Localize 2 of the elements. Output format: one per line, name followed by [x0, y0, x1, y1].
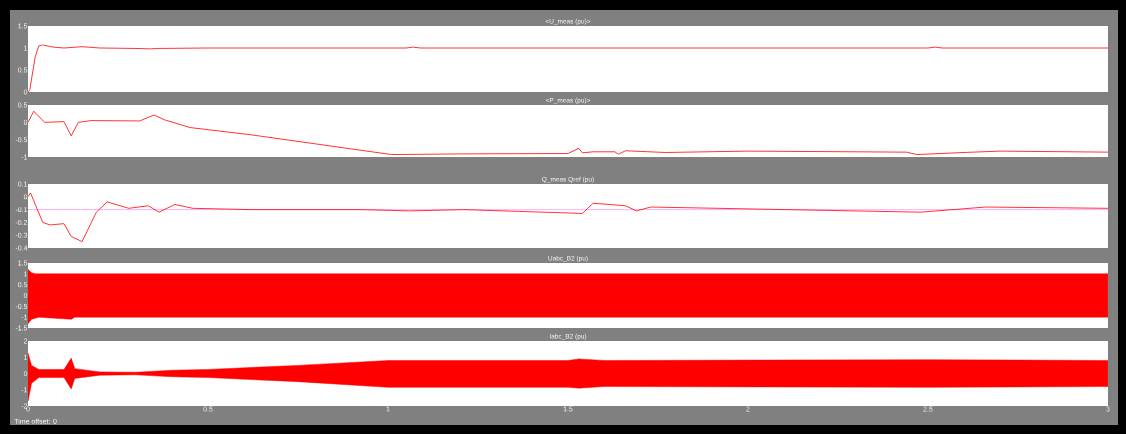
- line-series: [28, 110, 1108, 155]
- line-series: [28, 44, 1108, 92]
